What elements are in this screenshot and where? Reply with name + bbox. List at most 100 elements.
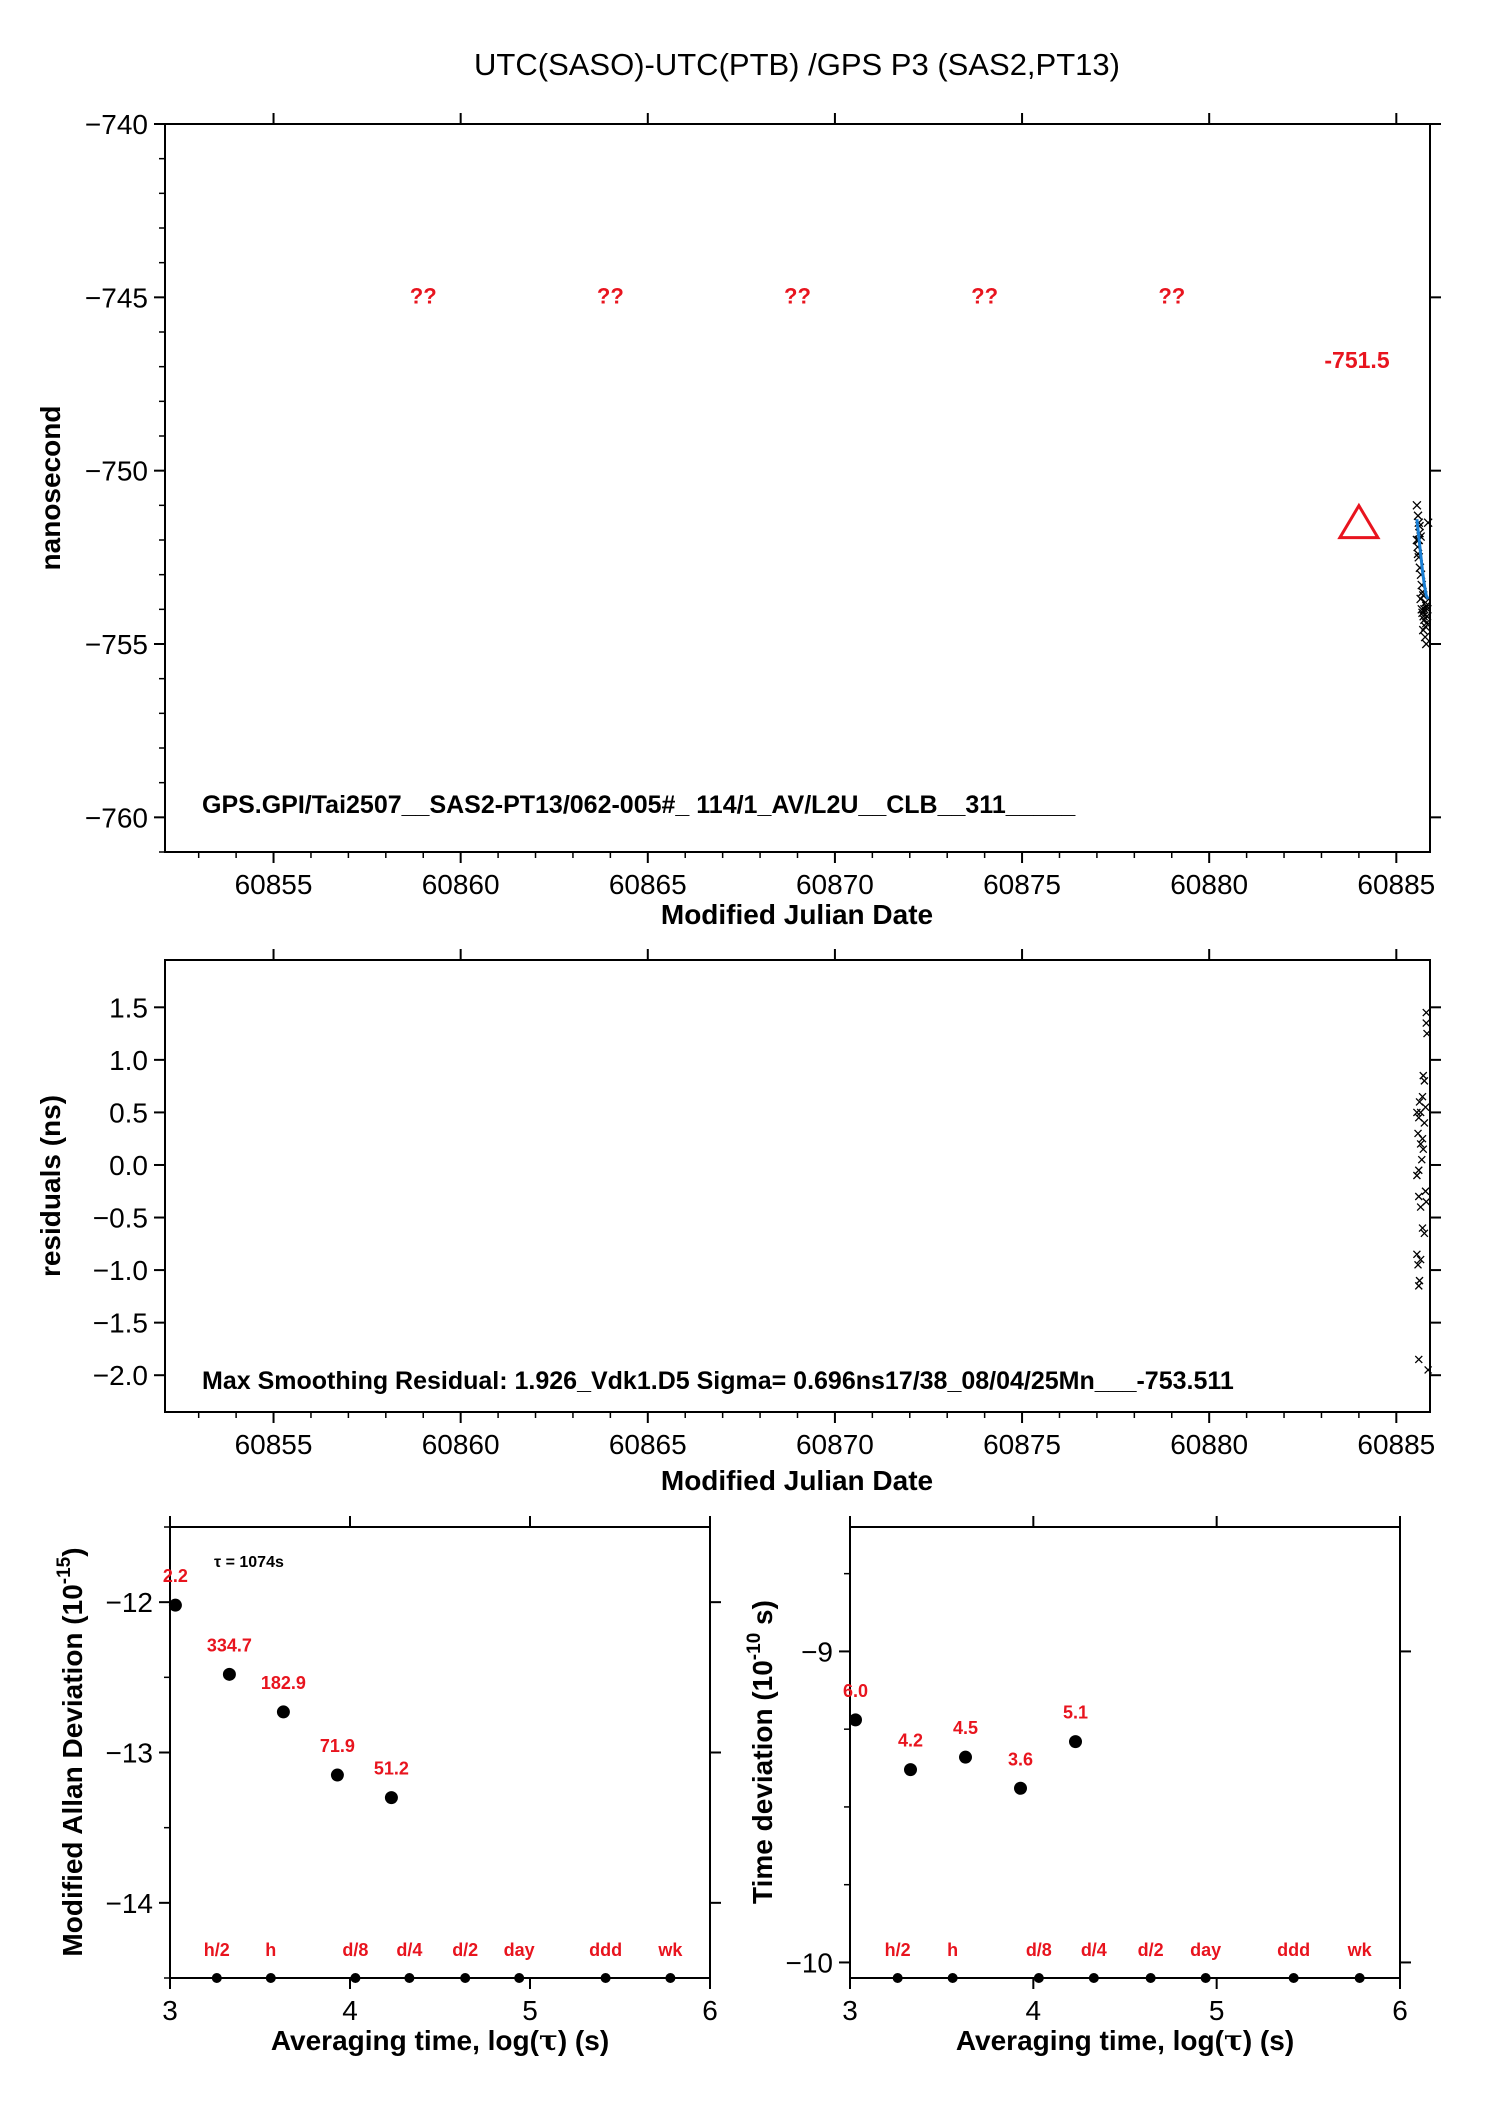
y-tick-label: 1.0 <box>109 1045 148 1076</box>
y-tick-label: −0.5 <box>93 1203 148 1234</box>
allan-point <box>330 1768 344 1782</box>
interval-marker <box>1200 1973 1211 1983</box>
point-value-label: 4.5 <box>953 1718 978 1738</box>
interval-label: day <box>504 1940 535 1960</box>
x-tick-label: 60885 <box>1357 869 1435 900</box>
mean-value-label: -751.5 <box>1324 347 1389 373</box>
panel-timedev: 3 4 5 6 −9 −10 6.0 4.2 4.5 3.6 5.1 h/2 h d/8 d/4 d/2 d… <box>744 1516 1411 2057</box>
interval-marker <box>1145 1973 1156 1983</box>
interval-marker <box>600 1973 611 1983</box>
x-tick-label: 60880 <box>1170 1429 1248 1460</box>
unknown-marker: ?? <box>597 283 624 308</box>
allan-xlabel: Averaging time, log(τ) (s) <box>271 2024 609 2057</box>
unknown-marker: ?? <box>971 283 998 308</box>
residuals-xlabel: Modified Julian Date <box>661 1465 933 1496</box>
x-tick-label: 60870 <box>796 1429 874 1460</box>
unknown-markers: ?????????? <box>410 283 1185 308</box>
timeseries-point <box>1423 518 1433 528</box>
timeseries-point <box>1422 611 1432 621</box>
timedev-ylabel: Time deviation (10-10 s) <box>744 1600 778 1904</box>
unknown-marker: ?? <box>410 283 437 308</box>
residual-point <box>1420 1229 1429 1238</box>
x-tick-label: 60860 <box>422 869 500 900</box>
allan-point <box>384 1791 398 1805</box>
residual-point <box>1422 1197 1431 1206</box>
timedev-xlabel: Averaging time, log(τ) (s) <box>956 2024 1294 2057</box>
timeseries-xlabel: Modified Julian Date <box>661 899 933 930</box>
residual-points <box>1412 1008 1433 1374</box>
interval-marker <box>514 1973 525 1983</box>
x-tick-label: 60880 <box>1170 869 1248 900</box>
panel-timeseries-axes: 60855 60860 60865 60870 60875 60880 60885 −740 −… <box>85 109 1441 900</box>
point-value-label: 6.0 <box>843 1681 868 1701</box>
timeseries-point <box>1421 597 1430 607</box>
x-tick-label: 60870 <box>796 869 874 900</box>
point-value-label: 5.1 <box>1063 1703 1088 1723</box>
residuals-ylabel: residuals (ns) <box>35 1095 66 1277</box>
panel-allan-axes: 3 4 5 6 −12 −13 −14 <box>106 1516 721 2026</box>
residual-point <box>1418 1224 1427 1233</box>
y-tick-label: −750 <box>85 456 148 487</box>
x-tick-label: 6 <box>702 1995 718 2026</box>
x-tick-label: 60885 <box>1357 1429 1435 1460</box>
interval-marker <box>947 1973 958 1983</box>
panel-timeseries: 60855 60860 60865 60870 60875 60880 60885 −740 −… <box>35 109 1441 930</box>
x-tick-label: 60860 <box>422 1429 500 1460</box>
point-value-label: 3.6 <box>1008 1749 1033 1769</box>
interval-label: day <box>1190 1940 1221 1960</box>
timedev-point <box>1069 1735 1082 1749</box>
timeseries-point <box>1422 604 1432 614</box>
x-tick-label: 4 <box>342 1995 358 2026</box>
point-value-label: 2.2 <box>163 1566 188 1586</box>
residual-point <box>1421 1187 1430 1196</box>
residual-point <box>1416 1255 1425 1264</box>
allan-point <box>276 1705 290 1719</box>
x-tick-label: 5 <box>522 1995 538 2026</box>
interval-marker <box>665 1973 676 1983</box>
panel-residuals: 60855 60860 60865 60870 60875 60880 60885 1.5 1.… <box>35 949 1441 1496</box>
point-value-label: 4.2 <box>898 1731 923 1751</box>
interval-marker <box>1354 1973 1365 1983</box>
tau-note: τ = 1074s <box>214 1554 284 1571</box>
timedev-point <box>849 1713 862 1727</box>
point-value-label: 182.9 <box>261 1673 306 1693</box>
y-tick-label: 0.5 <box>109 1097 148 1128</box>
interval-marker <box>350 1973 361 1983</box>
unknown-marker: ?? <box>1158 283 1185 308</box>
timedev-point <box>959 1750 972 1764</box>
interval-label: h/2 <box>204 1940 230 1960</box>
interval-label: h/2 <box>885 1940 911 1960</box>
timedev-point <box>1014 1781 1027 1795</box>
residual-point <box>1414 1355 1423 1364</box>
panel-timeseries-frame <box>164 123 1431 853</box>
interval-marker <box>211 1973 222 1983</box>
residual-point <box>1412 1108 1421 1117</box>
point-value-label: 334.7 <box>207 1635 252 1655</box>
residual-point <box>1418 1134 1427 1143</box>
x-tick-label: 6 <box>1392 1995 1408 2026</box>
panel-timedev-frame <box>849 1526 1401 1979</box>
y-tick-label: −13 <box>106 1738 154 1769</box>
residual-point <box>1418 1092 1427 1101</box>
timeseries-fit-line <box>1415 519 1430 600</box>
panel-timedev-axes: 3 4 5 6 −9 −10 <box>786 1516 1411 2026</box>
interval-marker <box>1088 1973 1099 1983</box>
interval-label: h <box>265 1940 276 1960</box>
interval-marker <box>1288 1973 1299 1983</box>
x-tick-label: 4 <box>1026 1995 1042 2026</box>
y-tick-label: −740 <box>85 109 148 140</box>
y-tick-label: −9 <box>801 1636 833 1667</box>
y-tick-label: −10 <box>786 1947 834 1978</box>
interval-label: d/8 <box>1026 1940 1052 1960</box>
panel-allan-frame <box>169 1526 711 1979</box>
residual-point <box>1420 1076 1429 1085</box>
page-title: UTC(SASO)-UTC(PTB) /GPS P3 (SAS2,PT13) <box>474 47 1120 82</box>
residual-point <box>1422 1008 1431 1017</box>
timeseries-point <box>1421 639 1431 649</box>
interval-label: d/4 <box>1081 1940 1107 1960</box>
residual-point <box>1422 1019 1431 1028</box>
allan-point <box>222 1667 236 1681</box>
residual-point <box>1421 1103 1430 1112</box>
